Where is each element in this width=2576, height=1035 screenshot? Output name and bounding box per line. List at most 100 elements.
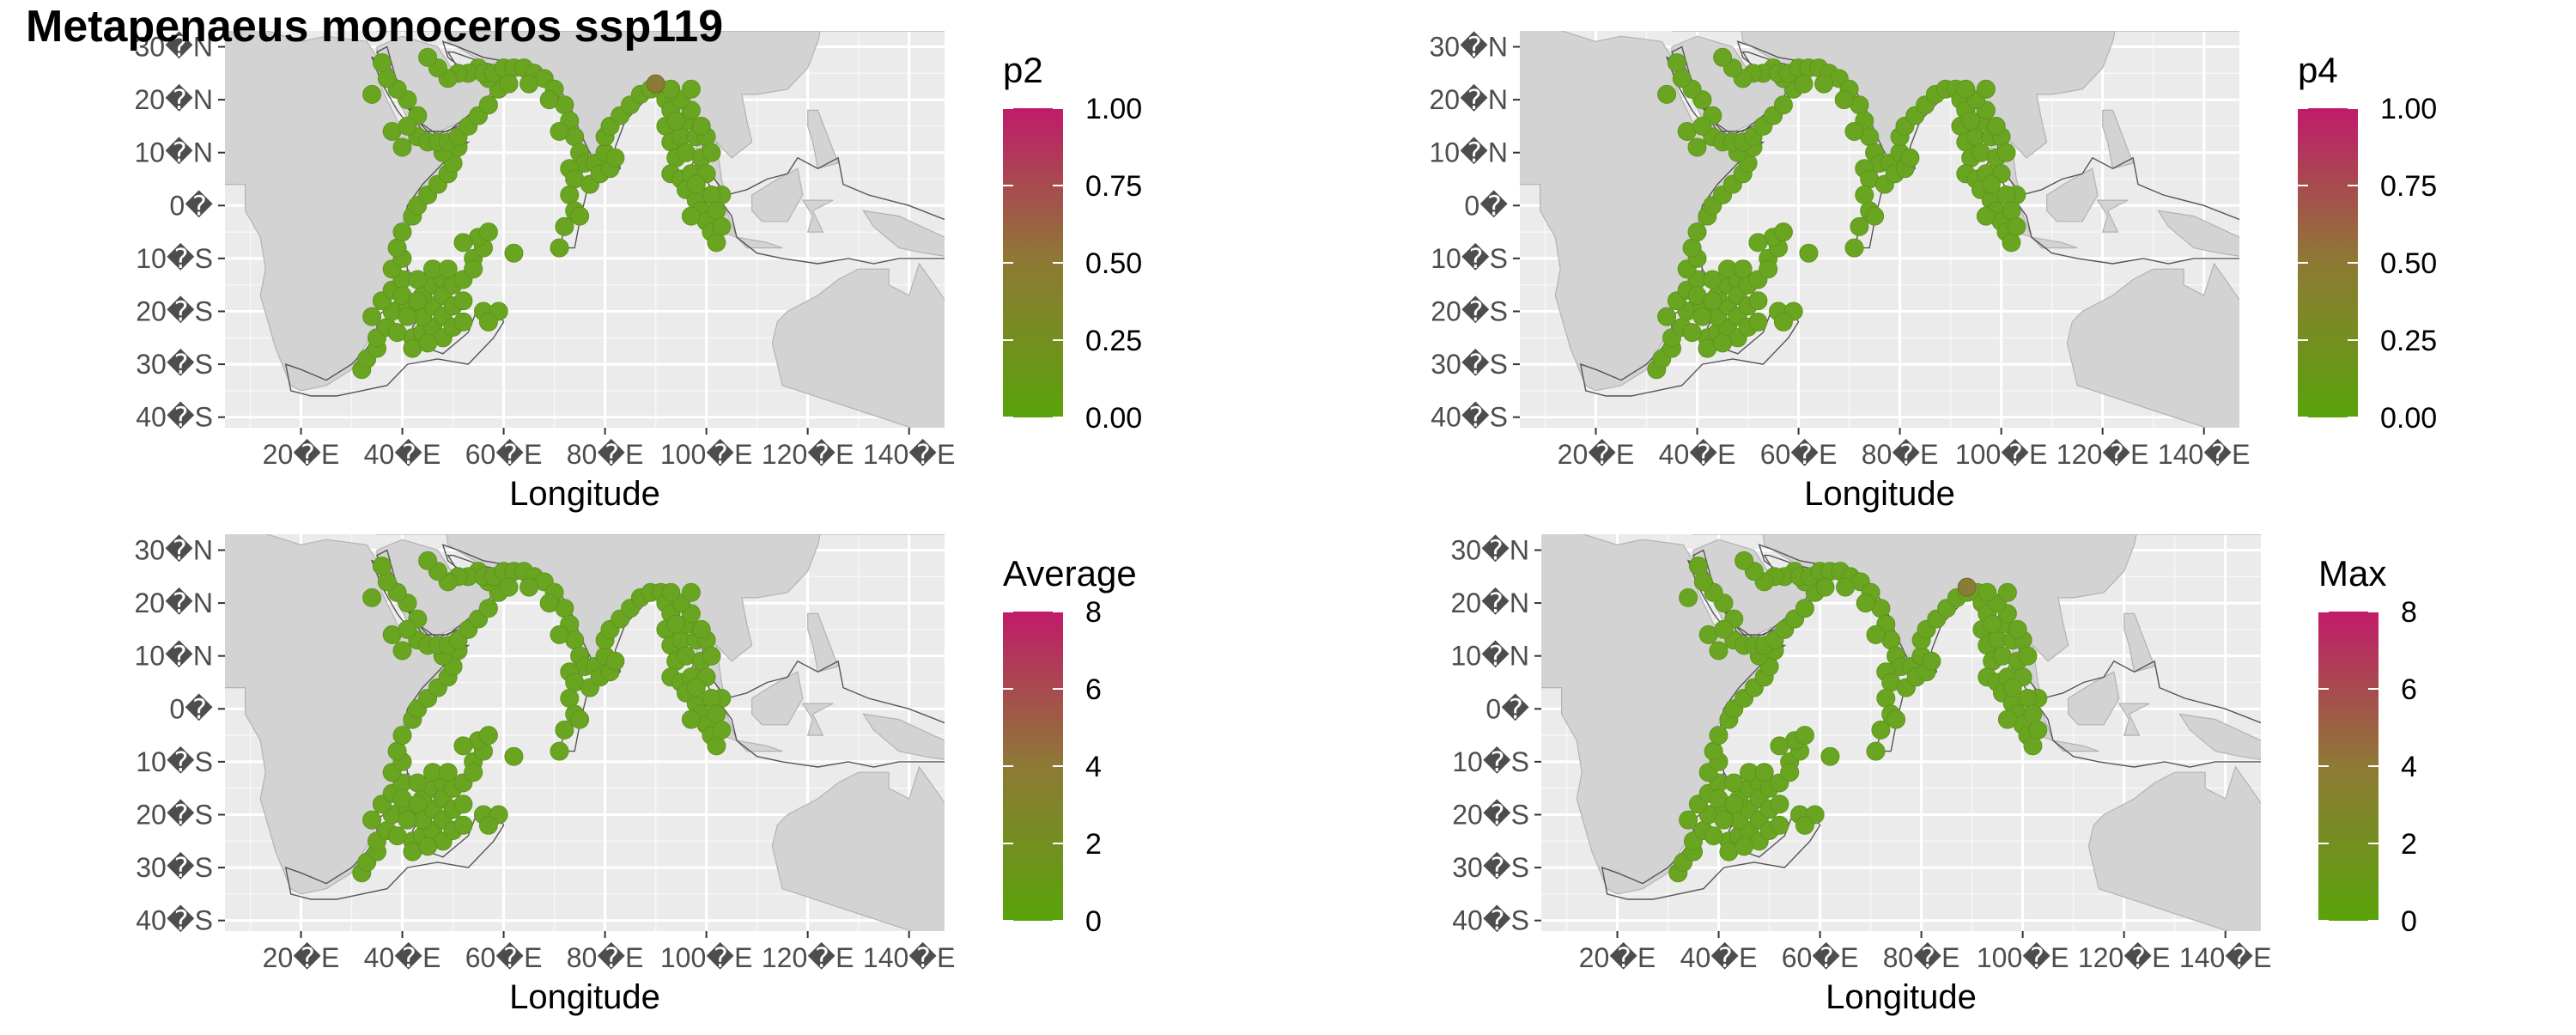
habitat-cell: [1692, 116, 1712, 136]
habitat-cell: [1997, 709, 2017, 729]
habitat-cell: [387, 741, 407, 761]
habitat-cell: [1693, 572, 1713, 592]
habitat-cell: [464, 259, 483, 279]
habitat-cell: [2018, 646, 2038, 666]
habitat-cell: [478, 726, 498, 746]
y-tick-label: 20�N: [1429, 83, 1508, 115]
habitat-cell: [1866, 625, 1886, 644]
habitat-cell: [1844, 122, 1864, 141]
habitat-cell: [1709, 726, 1728, 746]
legend-colorbar: Max 8 6 4 2 0: [2318, 553, 2417, 938]
habitat-cell: [478, 312, 498, 332]
habitat-cell: [499, 74, 519, 94]
habitat-cell: [1679, 588, 1698, 607]
habitat-cell: [1799, 243, 1819, 263]
y-tick-label: 30�S: [1452, 851, 1529, 883]
legend-label: 2: [1085, 828, 1102, 861]
habitat-cell: [1770, 815, 1789, 835]
habitat-cell: [1815, 577, 1835, 597]
land-sulawesi: [801, 703, 834, 736]
habitat-cell: [1704, 826, 1723, 846]
x-tick-label: 20�E: [263, 438, 340, 470]
habitat-cell: [392, 726, 412, 746]
habitat-cell: [1682, 323, 1702, 343]
legend-title: p2: [1003, 50, 1043, 90]
habitat-cell: [1986, 116, 2006, 136]
legend-label: 6: [2401, 673, 2417, 706]
habitat-cell: [418, 333, 438, 353]
habitat-cell: [1855, 186, 1874, 204]
y-tick-label: 30�N: [1429, 30, 1508, 62]
x-tick-label: 60�E: [465, 438, 543, 470]
y-tick-label: 10�S: [136, 242, 213, 274]
y-tick-label: 0�: [1464, 189, 1508, 221]
habitat-cell: [1856, 594, 1875, 613]
land-borneo: [751, 671, 804, 726]
habitat-cell: [408, 773, 428, 793]
habitat-cell: [1687, 137, 1707, 157]
habitat-cell: [1876, 689, 1896, 708]
habitat-cell: [362, 84, 382, 104]
legend-colorbar: p2 1.00 0.75 0.50 0.25 0.00: [1003, 50, 1142, 435]
legend-label: 0.25: [1085, 325, 1142, 357]
land-newguinea: [2178, 713, 2261, 760]
habitat-cell: [453, 795, 473, 814]
habitat-cell: [550, 741, 569, 761]
land-newguinea: [862, 210, 945, 257]
habitat-cell: [377, 572, 397, 592]
legend-label: 2: [2401, 828, 2417, 861]
habitat-cell: [453, 291, 473, 311]
map-panel-1: 30�N 20�N 10�N 0� 10�S 20�S 30�S 40�S 20�E 40�E 60…: [134, 30, 1142, 513]
habitat-cell: [1794, 74, 1814, 94]
habitat-cell: [2018, 689, 2038, 708]
habitat-cell: [2028, 720, 2048, 740]
y-tick-label: 20�N: [134, 587, 213, 618]
x-tick-label: 60�E: [1760, 438, 1838, 470]
figure-title: Metapenaeus monoceros ssp119: [26, 2, 723, 52]
habitat-cell: [555, 720, 574, 740]
legend-label: 0.50: [1085, 247, 1142, 280]
x-tick-label: 80�E: [567, 438, 644, 470]
x-tick-label: 40�E: [364, 438, 441, 470]
habitat-cell: [392, 137, 412, 157]
habitat-cell: [438, 763, 458, 782]
y-tick-label: 30�N: [1450, 533, 1529, 565]
habitat-cell: [1814, 74, 1834, 94]
habitat-cell: [2002, 678, 2022, 697]
legend-title: Max: [2318, 553, 2386, 594]
land-australia: [771, 262, 945, 428]
x-tick-label: 140�E: [2179, 941, 2272, 973]
x-tick-label: 120�E: [2078, 941, 2171, 973]
y-tick-label: 20�N: [1450, 587, 1529, 618]
x-tick-label: 40�E: [1680, 941, 1758, 973]
legend-label: 0: [1085, 905, 1102, 938]
x-tick-label: 100�E: [1977, 941, 2069, 973]
land-philippines: [807, 612, 839, 673]
land-philippines: [2123, 612, 2155, 673]
habitat-cell: [1795, 599, 1814, 618]
habitat-cell: [707, 736, 726, 756]
habitat-cell: [387, 323, 407, 343]
habitat-cell: [1961, 111, 1981, 131]
y-tick-label: 30�S: [1431, 348, 1508, 380]
habitat-cell: [1795, 726, 1814, 746]
habitat-cell: [504, 746, 524, 766]
x-tick-label: 120�E: [762, 438, 854, 470]
habitat-cell: [1983, 614, 2002, 634]
habitat-cell: [1900, 148, 1920, 167]
land-sulawesi: [801, 199, 834, 233]
legend-label: 8: [1085, 596, 1102, 629]
habitat-cell: [2002, 201, 2021, 221]
habitat-cell: [681, 206, 701, 226]
y-tick-label: 10�S: [1452, 746, 1529, 777]
habitat-cell: [712, 216, 732, 236]
habitat-cell: [499, 577, 519, 597]
habitat-cell: [1773, 312, 1793, 332]
x-axis-label: Longitude: [1804, 475, 1955, 513]
habitat-cell: [362, 588, 382, 607]
habitat-cell: [666, 111, 686, 131]
map-panel-4: 30�N20�N10�N0�10�S20�S30�S40�S20�E 40�E 60…: [1450, 533, 2417, 1016]
legend-label: 0.50: [2380, 247, 2437, 280]
habitat-cell: [1714, 619, 1734, 639]
